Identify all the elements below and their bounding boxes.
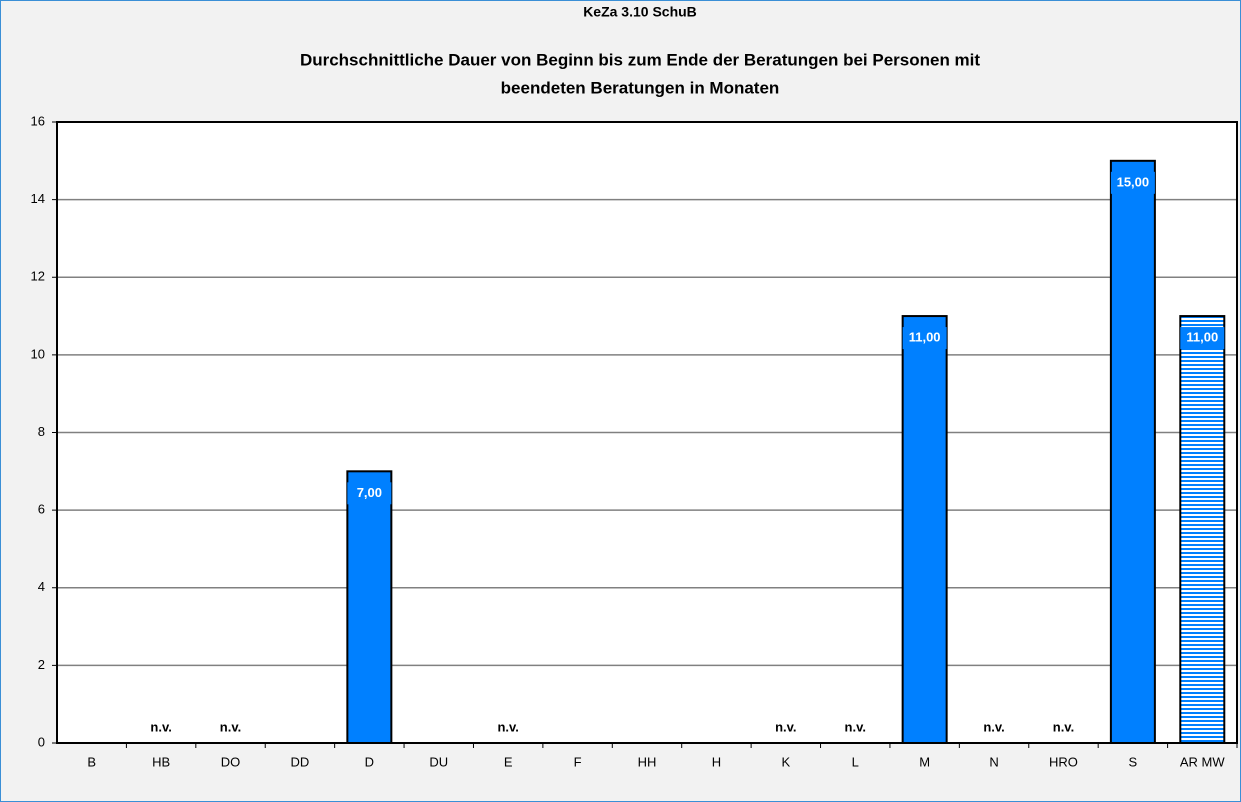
value-label-bg — [902, 327, 947, 350]
x-tick-label: S — [1129, 754, 1138, 769]
y-tick-label: 10 — [31, 346, 45, 361]
x-tick-label: HH — [638, 754, 657, 769]
y-tick-label: 4 — [38, 579, 45, 594]
x-tick-label: E — [504, 754, 513, 769]
x-tick-label: B — [87, 754, 96, 769]
x-tick-label: F — [574, 754, 582, 769]
value-label: 15,00 — [1117, 174, 1150, 189]
y-tick-label: 14 — [31, 191, 45, 206]
value-label: n.v. — [1053, 719, 1074, 734]
x-tick-label: HRO — [1049, 754, 1078, 769]
bar — [901, 315, 948, 744]
value-label: 7,00 — [357, 485, 382, 500]
x-tick-label: DU — [429, 754, 448, 769]
x-tick-label: M — [919, 754, 930, 769]
x-tick-label: K — [781, 754, 790, 769]
value-label: n.v. — [775, 719, 796, 734]
chart-title: KeZa 3.10 SchuB — [583, 4, 697, 20]
y-tick-label: 8 — [38, 424, 45, 439]
value-label-bg — [1110, 171, 1155, 194]
y-tick-label: 2 — [38, 657, 45, 672]
bar — [1179, 315, 1226, 744]
x-tick-label: DD — [291, 754, 310, 769]
value-label-bg — [347, 482, 392, 505]
value-label: 11,00 — [1186, 330, 1218, 345]
value-label: n.v. — [845, 719, 866, 734]
value-label-bg — [1180, 327, 1225, 350]
chart-subtitle: Durchschnittliche Dauer von Beginn bis z… — [300, 50, 980, 69]
x-tick-label: AR MW — [1180, 754, 1226, 769]
y-tick-label: 16 — [31, 113, 45, 128]
value-label: n.v. — [150, 719, 171, 734]
chart-subtitle: beendeten Beratungen in Monaten — [501, 78, 780, 97]
value-label: 11,00 — [909, 330, 941, 345]
x-tick-label: DO — [221, 754, 241, 769]
bar — [1109, 159, 1156, 744]
x-tick-label: D — [365, 754, 374, 769]
x-tick-label: HB — [152, 754, 170, 769]
bar — [346, 470, 393, 744]
y-tick-label: 12 — [31, 269, 45, 284]
plot-border — [56, 121, 1238, 744]
x-tick-label: H — [712, 754, 721, 769]
y-tick-label: 6 — [38, 502, 45, 517]
value-label: n.v. — [220, 719, 241, 734]
y-tick-label: 0 — [38, 734, 45, 749]
value-label: n.v. — [983, 719, 1004, 734]
x-tick-label: L — [852, 754, 859, 769]
x-tick-label: N — [989, 754, 998, 769]
value-label: n.v. — [497, 719, 518, 734]
